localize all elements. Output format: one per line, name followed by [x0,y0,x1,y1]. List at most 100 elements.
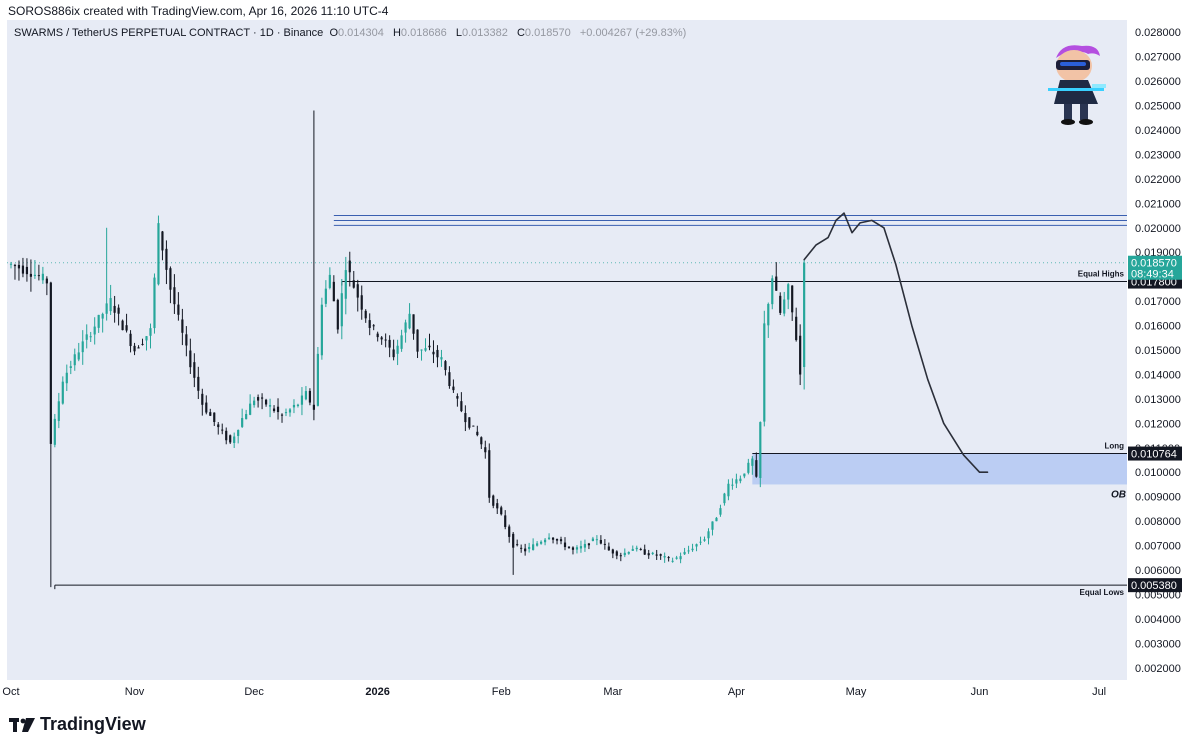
price-tick-label: 0.010000 [1135,467,1181,479]
candle-body [109,298,112,312]
candle-body [372,325,375,327]
candle-body [567,546,571,549]
open-label: O [329,27,338,39]
candle-body [233,436,236,443]
candle-body [651,552,654,554]
candle-body [480,437,483,445]
candle-body [528,546,531,550]
candle-body [536,543,539,546]
candle-body [129,333,132,347]
candle-body [65,372,68,384]
price-axis[interactable] [1127,20,1200,680]
candle-body [344,270,347,299]
candle-body [723,493,726,504]
candle-body [320,304,323,356]
candle-body [539,541,543,544]
price-tick-label: 0.017000 [1135,296,1181,308]
candle-body [775,276,778,291]
candle-body [105,303,108,314]
candle-body [452,386,455,391]
time-tick-label: Jul [1092,686,1106,698]
price-tick-label: 0.005000 [1135,589,1181,601]
candle-body [747,462,750,473]
candle-body [799,335,802,375]
candle-body [364,310,367,319]
candle-body [245,414,248,420]
price-tick-label: 0.007000 [1135,541,1181,553]
candle-body [563,542,567,548]
candle-body [29,273,33,277]
candle-body [520,547,523,549]
candle-body [416,329,419,352]
price-badge [1128,578,1182,593]
chart-area[interactable] [7,20,1127,680]
tradingview-footer[interactable]: TradingView [9,714,146,735]
cartoon-trader-mascot-icon [1048,45,1106,125]
current-price-text: 0.018570 [1131,258,1177,270]
candle-body [161,231,164,251]
candle-body [229,435,232,443]
candle-body [559,539,563,542]
time-axis[interactable] [7,680,1127,700]
low-label: L [455,27,462,39]
candle-body [181,319,184,333]
candle-body [731,484,734,486]
candle-body [296,404,300,406]
candle-body [276,406,280,413]
candle-body [237,430,240,436]
candle-body [49,282,52,444]
candle-body [304,391,308,400]
candle-body [707,531,710,539]
candle-body [197,376,200,391]
candle-body [484,447,487,453]
candle-body [663,556,666,558]
current-price-badge [1128,255,1182,280]
candle-body [460,401,463,412]
candle-body [795,316,798,341]
price-tick-label: 0.012000 [1135,418,1181,430]
candle-body [631,548,634,551]
candle-body [189,350,192,368]
candle-body [647,553,650,556]
candle-body [125,325,128,331]
chart-attribution: SOROS886ix created with TradingView.com,… [8,4,389,18]
candle-body [575,547,579,550]
level-label: Long [1104,442,1124,451]
time-tick-label: May [846,686,867,698]
candle-body [711,521,714,530]
price-tick-label: 0.008000 [1135,516,1181,528]
candle-body [300,395,304,405]
candle-body [719,508,722,515]
candle-body [173,287,176,305]
candle-body [157,223,160,285]
candle-body [607,546,610,551]
candle-body [691,548,694,551]
candle-body [17,264,21,269]
high-label: H [392,27,401,39]
candle-body [253,400,256,406]
candle-body [448,372,451,387]
candle-body [492,495,495,506]
candle-body [779,295,782,313]
time-tick-label: Oct [2,686,19,698]
candle-body [655,554,658,556]
candle-body [316,353,319,406]
candle-body [532,544,535,550]
candle-body [603,543,606,545]
candle-body [13,265,17,267]
candle-body [268,405,272,407]
candle-body [213,412,216,423]
candle-body [735,479,738,484]
candle-body [225,430,228,441]
candle-body [424,348,427,351]
candle-body [328,274,331,288]
candle-body [743,473,746,477]
candle-body [145,336,148,341]
projection-drawing [803,212,989,473]
tradingview-logo-icon [9,717,35,732]
candle-body [587,543,591,546]
candle-body [89,336,92,338]
candle-body [336,299,339,330]
level-label: Equal Highs [1078,270,1125,279]
